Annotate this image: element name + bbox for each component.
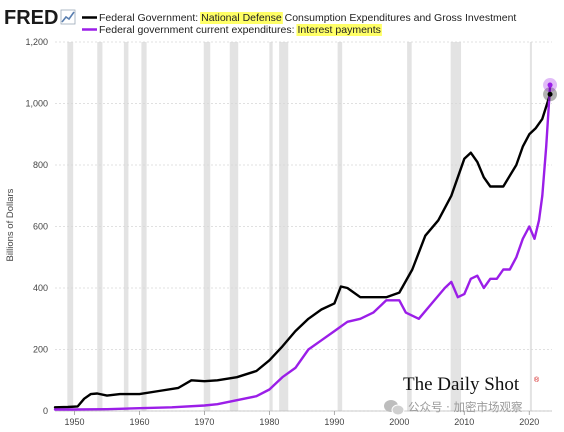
series-endpoints xyxy=(543,78,558,102)
x-tick-label: 1970 xyxy=(194,417,214,427)
y-tick-label: 600 xyxy=(33,222,48,232)
y-tick-label: 1,000 xyxy=(25,99,48,109)
endpoint-dot-interest xyxy=(547,82,553,88)
legend-highlight-defense xyxy=(200,12,283,24)
y-tick-label: 0 xyxy=(43,406,48,416)
y-axis-label: Billions of Dollars xyxy=(5,188,16,261)
wechat-icon xyxy=(384,400,405,416)
series-line-defense xyxy=(53,93,552,409)
x-tick-label: 1960 xyxy=(129,417,149,427)
recession-bar xyxy=(407,42,412,411)
recession-bar xyxy=(123,42,129,411)
x-tick-label: 1950 xyxy=(64,417,84,427)
legend-label-defense: Federal Government: National Defense Con… xyxy=(99,12,516,24)
x-tick-label: 2020 xyxy=(519,417,539,427)
line-chart-icon xyxy=(60,9,76,25)
y-tick-label: 400 xyxy=(33,283,48,293)
endpoint-dot-defense xyxy=(547,91,553,97)
y-tick-label: 800 xyxy=(33,160,48,170)
daily-shot-brand: The Daily Shot xyxy=(403,374,520,395)
fred-logo[interactable]: FRED xyxy=(4,7,58,29)
x-tick-label: 1990 xyxy=(324,417,344,427)
series-line-interest xyxy=(53,83,552,411)
y-tick-label: 1,200 xyxy=(25,37,48,47)
recession-bar xyxy=(229,42,239,411)
y-tick-label: 200 xyxy=(33,345,48,355)
x-tick-label: 1980 xyxy=(259,417,279,427)
series-lines xyxy=(53,83,552,411)
gridlines xyxy=(55,41,552,412)
registered-mark: ® xyxy=(534,376,540,384)
x-tick-label: 2000 xyxy=(389,417,409,427)
y-axis-ticks: 0 200 400 600 800 1,000 1,200 xyxy=(25,37,48,416)
watermark-text: 公众号 · 加密市场观察 xyxy=(408,400,523,414)
chart-legend: Federal Government: National Defense Con… xyxy=(82,12,516,36)
x-tick-label: 2010 xyxy=(454,417,474,427)
legend-label-interest: Federal government current expenditures:… xyxy=(99,24,381,36)
recession-bar xyxy=(529,42,532,411)
legend-highlight-interest xyxy=(296,24,382,36)
recession-bar xyxy=(67,42,74,411)
